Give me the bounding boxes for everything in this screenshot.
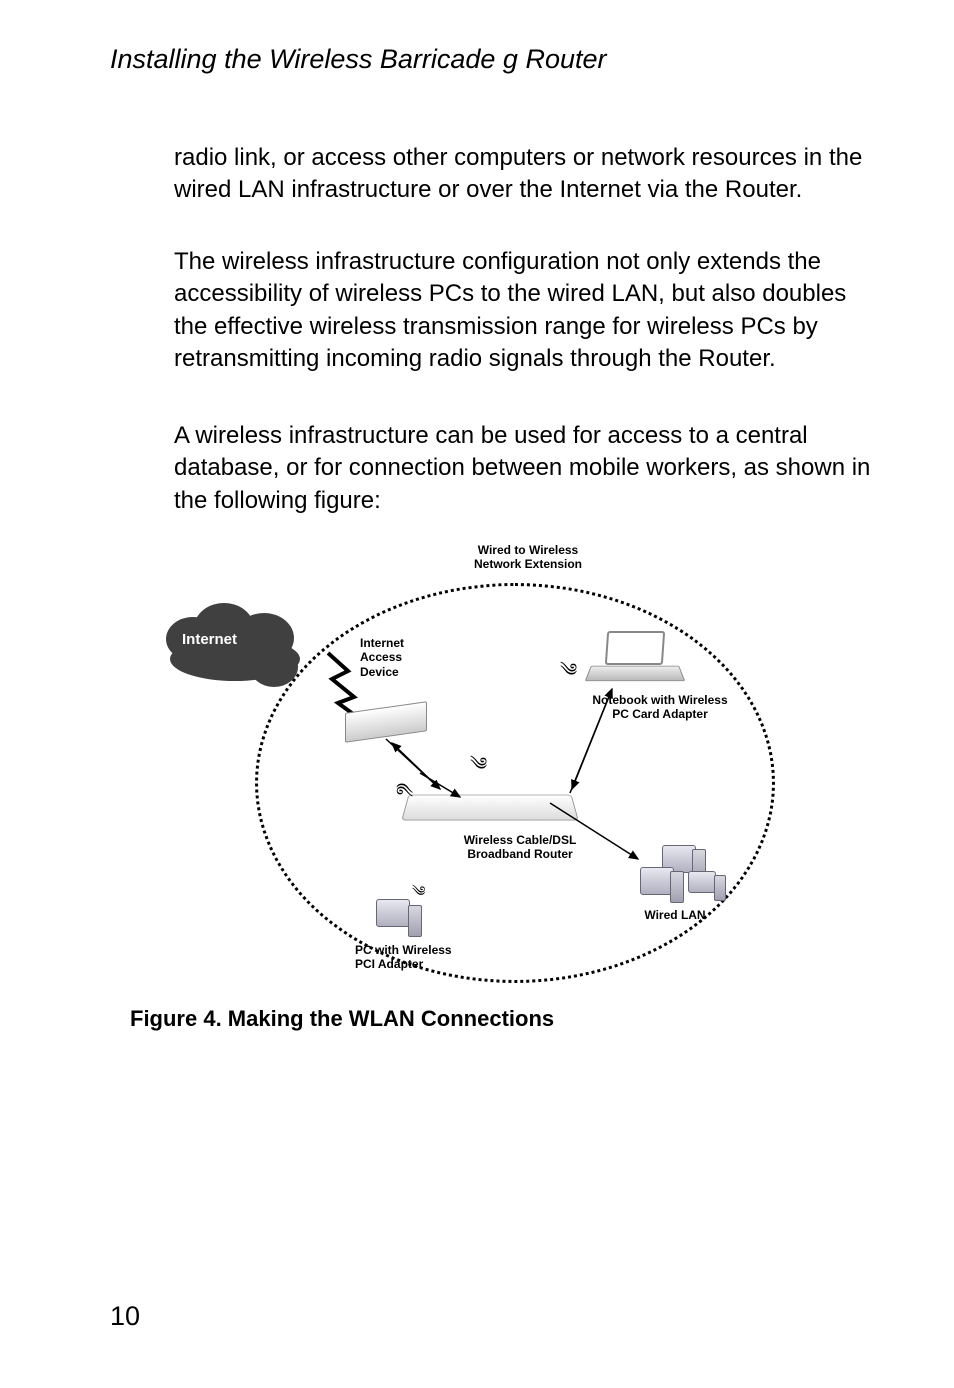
internet-cloud (160, 603, 320, 693)
wired-lan-icon (640, 845, 736, 905)
router-line2: Broadband Router (467, 847, 572, 861)
diagram-title: Wired to Wireless Network Extension (428, 543, 628, 572)
laptop-icon (588, 631, 682, 687)
pcw-line2: PCI Adapter (355, 957, 423, 971)
figure-caption: Figure 4. Making the WLAN Connections (130, 1006, 554, 1032)
pc-wireless-label: PC with Wireless PCI Adapter (355, 943, 485, 972)
coverage-oval (255, 583, 775, 983)
wifi-icon: ༄ (560, 651, 577, 701)
iad-label: Internet Access Device (360, 636, 450, 679)
iad-line3: Device (360, 665, 399, 679)
paragraph-1: radio link, or access other computers or… (174, 142, 874, 207)
iad-line2: Access (360, 650, 402, 664)
router-icon (401, 795, 579, 821)
wifi-icon: ༄ (412, 875, 425, 915)
iad-line1: Internet (360, 636, 404, 650)
notebook-line1: Notebook with Wireless (592, 693, 727, 707)
internet-label: Internet (182, 631, 237, 648)
router-line1: Wireless Cable/DSL (464, 833, 577, 847)
page-number: 10 (110, 1301, 140, 1332)
diagram-title-line1: Wired to Wireless (478, 543, 578, 557)
diagram-title-line2: Network Extension (474, 557, 582, 571)
wired-lan-label: Wired LAN (625, 908, 725, 922)
notebook-line2: PC Card Adapter (612, 707, 708, 721)
paragraph-2: The wireless infrastructure configuratio… (174, 246, 874, 376)
wifi-icon: ༄ (396, 757, 413, 807)
router-label: Wireless Cable/DSL Broadband Router (440, 833, 600, 862)
page-header: Installing the Wireless Barricade g Rout… (110, 44, 606, 75)
pcw-line1: PC with Wireless (355, 943, 452, 957)
paragraph-3: A wireless infrastructure can be used fo… (174, 420, 874, 517)
network-diagram: Wired to Wireless Network Extension Inte… (160, 543, 790, 993)
wifi-icon: ༄ (470, 745, 487, 795)
notebook-label: Notebook with Wireless PC Card Adapter (580, 693, 740, 722)
